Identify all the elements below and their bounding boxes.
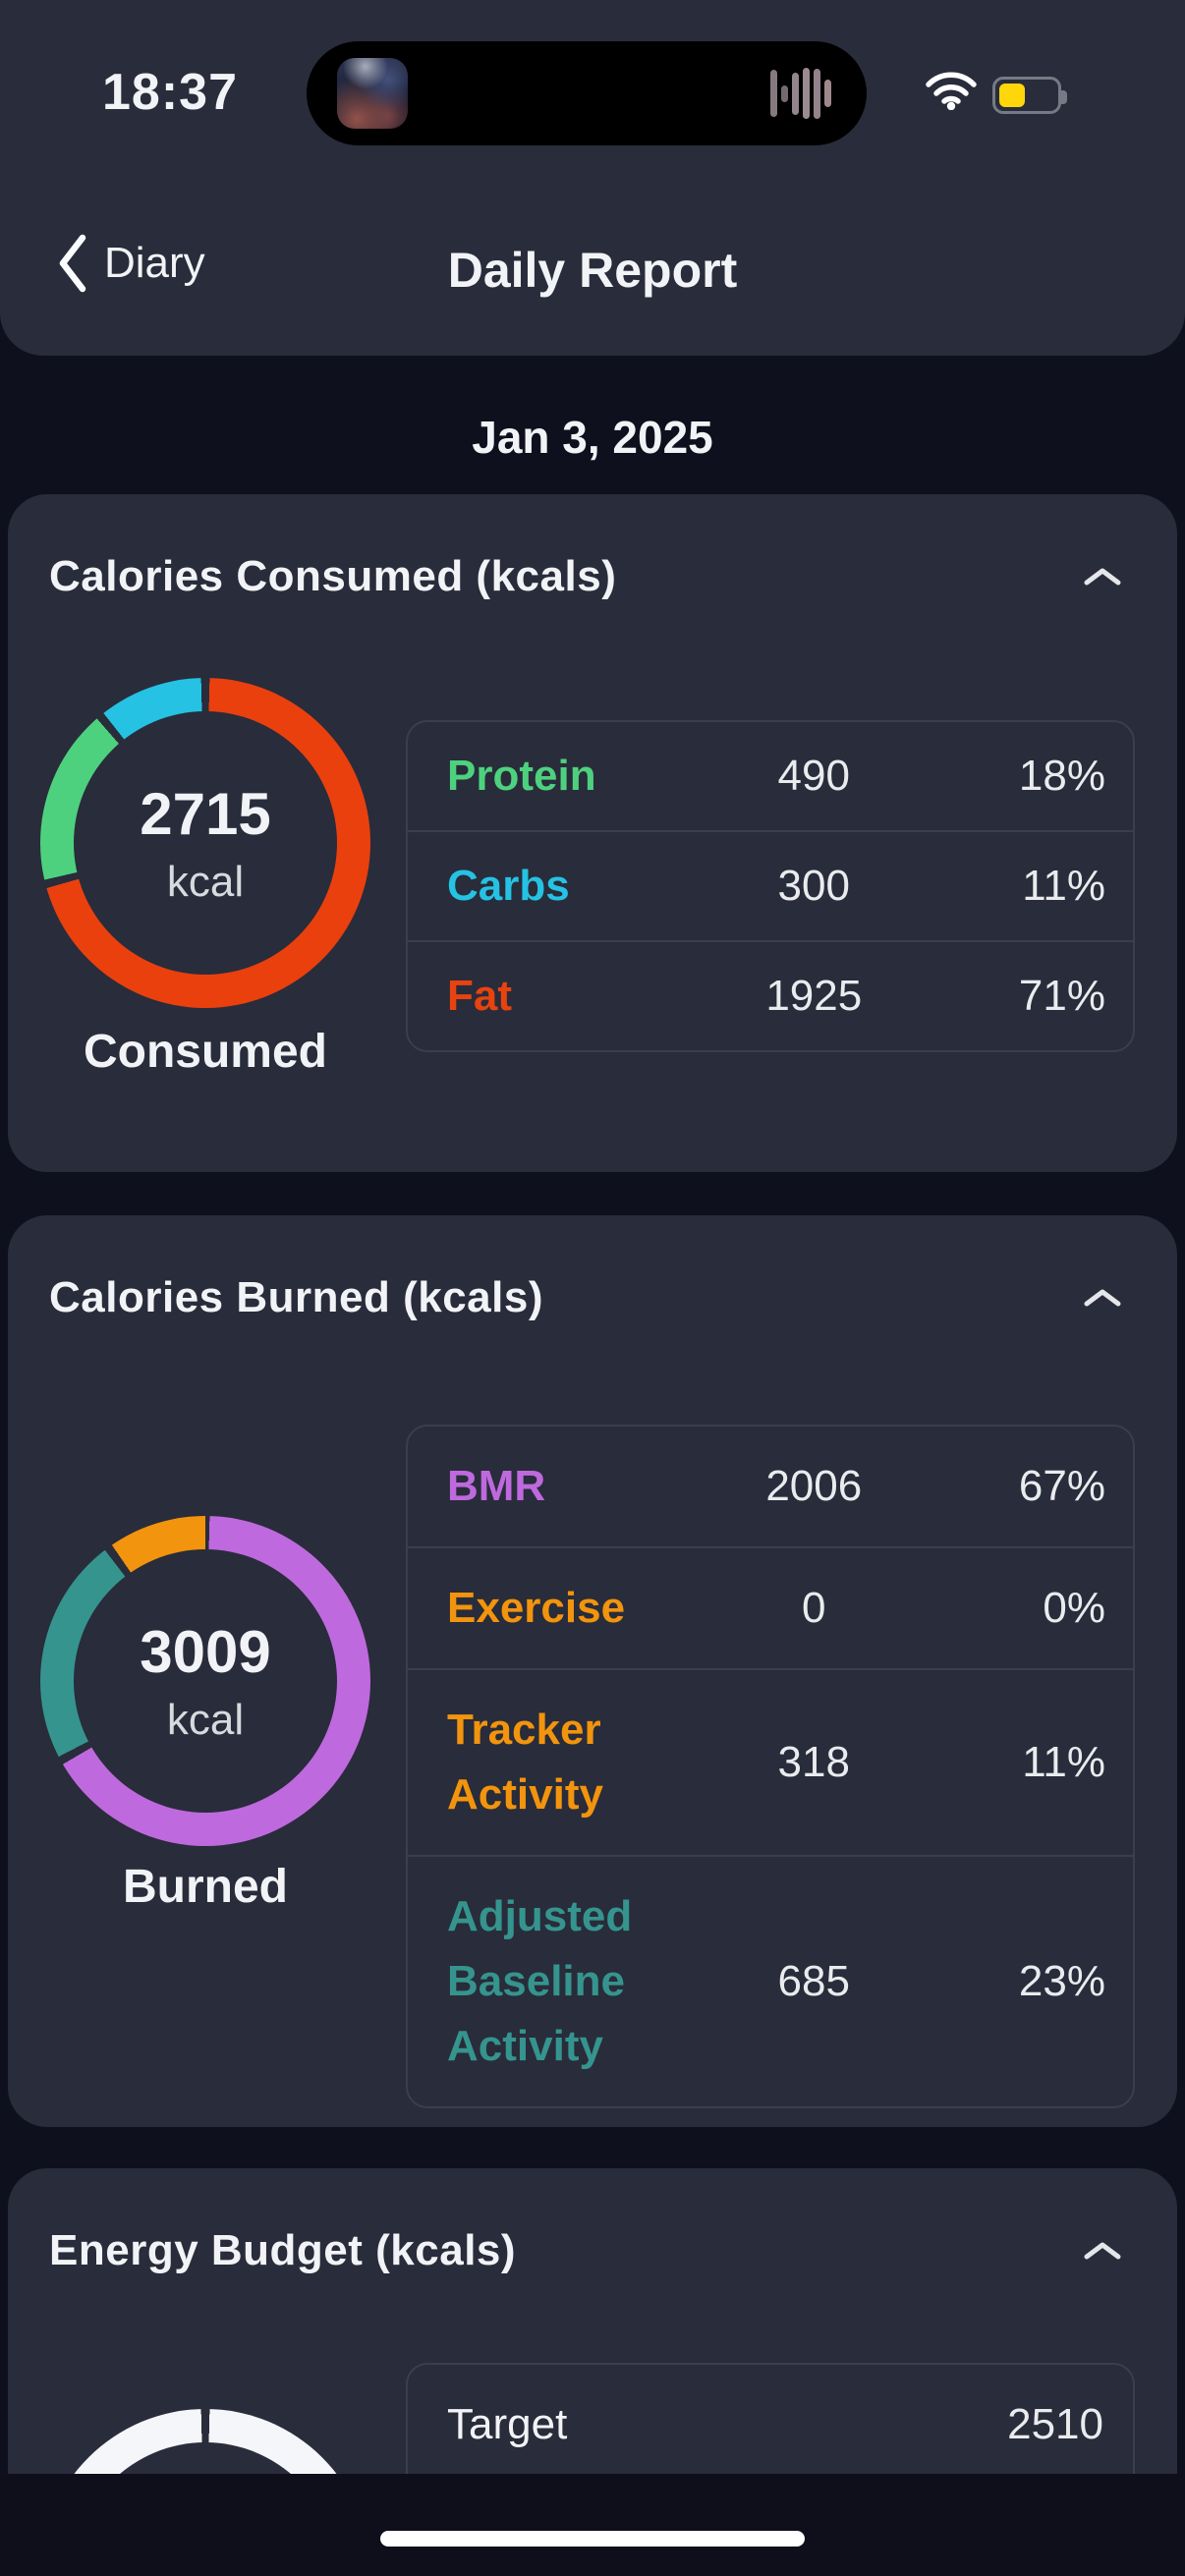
burned-unit: kcal <box>166 1695 245 1744</box>
row-value: 2510 <box>1007 2400 1103 2448</box>
donut-hole <box>74 711 337 975</box>
table-row: Tracker Activity 318 11% <box>408 1668 1133 1855</box>
row-label: Exercise <box>447 1584 626 1632</box>
section-title: Calories Consumed (kcals) <box>49 552 617 600</box>
home-indicator[interactable] <box>380 2531 805 2547</box>
report-date: Jan 3, 2025 <box>472 412 713 463</box>
burned-breakdown-table: BMR 2006 67% Exercise 0 0% Tracker Activity 318… <box>406 1425 1135 2108</box>
row-percent: 18% <box>1018 752 1105 800</box>
row-value: 300 <box>777 862 850 910</box>
row-value: 318 <box>777 1738 850 1786</box>
chevron-left-icon <box>57 234 86 293</box>
table-row: Target 2510 <box>408 2365 1133 2485</box>
status-time: 18:37 <box>102 64 238 121</box>
donut-hole <box>74 1549 337 1813</box>
table-row: Carbs 300 11% <box>408 830 1133 940</box>
section-title: Calories Burned (kcals) <box>49 1273 543 1321</box>
back-label: Diary <box>104 239 205 287</box>
chevron-up-icon[interactable] <box>1083 1287 1122 1309</box>
audio-waveform-icon <box>770 41 855 145</box>
bottom-safe-area <box>0 2474 1185 2576</box>
row-label: Fat <box>447 972 512 1020</box>
burned-donut-chart: 3009 kcal <box>40 1516 370 1846</box>
row-label: Adjusted Baseline Activity <box>447 1892 633 2070</box>
chevron-up-icon[interactable] <box>1083 566 1122 588</box>
macros-table: Protein 490 18% Carbs 300 11% Fat 1925 71% <box>406 720 1135 1052</box>
header-panel: 18:37 Diary <box>0 0 1185 356</box>
burned-total: 3009 <box>140 1618 271 1685</box>
row-percent: 67% <box>1018 1462 1105 1510</box>
consumed-unit: kcal <box>166 857 245 906</box>
consumed-caption: Consumed <box>83 1026 327 1078</box>
row-percent: 0% <box>1043 1584 1105 1632</box>
table-row: BMR 2006 67% <box>408 1427 1133 1546</box>
wifi-icon <box>926 71 977 110</box>
energy-budget-header[interactable]: Energy Budget (kcals) <box>49 2223 1122 2278</box>
calories-burned-card: Calories Burned (kcals) 3009 kcal Burned… <box>8 1215 1177 2127</box>
row-value: 1925 <box>765 972 863 1020</box>
row-value: 0 <box>802 1584 826 1632</box>
battery-level <box>999 84 1025 107</box>
row-percent: 11% <box>1022 862 1105 910</box>
row-label: Protein <box>447 752 596 800</box>
battery-icon <box>992 77 1067 114</box>
calories-consumed-card: Calories Consumed (kcals) 2715 kcal Cons… <box>8 494 1177 1172</box>
table-row: Fat 1925 71% <box>408 940 1133 1050</box>
battery-nub <box>1061 90 1067 104</box>
section-title: Energy Budget (kcals) <box>49 2226 517 2274</box>
row-value: 490 <box>777 752 850 800</box>
consumed-donut-chart: 2715 kcal <box>40 678 370 1008</box>
table-row: Exercise 0 0% <box>408 1546 1133 1668</box>
row-label: BMR <box>447 1462 546 1510</box>
row-percent: 11% <box>1022 1738 1105 1786</box>
page-title: Daily Report <box>447 243 738 298</box>
calories-burned-header[interactable]: Calories Burned (kcals) <box>49 1270 1122 1325</box>
row-value: 2006 <box>765 1462 863 1510</box>
calories-consumed-header[interactable]: Calories Consumed (kcals) <box>49 549 1122 604</box>
burned-caption: Burned <box>123 1861 288 1913</box>
chevron-up-icon[interactable] <box>1083 2240 1122 2262</box>
row-value: 685 <box>777 1957 850 2005</box>
back-button[interactable]: Diary <box>57 234 205 293</box>
row-label: Tracker Activity <box>447 1706 603 1819</box>
dynamic-island[interactable] <box>307 41 867 145</box>
row-label: Target <box>447 2400 568 2448</box>
consumed-total: 2715 <box>140 780 271 847</box>
row-label: Carbs <box>447 862 570 910</box>
row-percent: 23% <box>1018 1957 1105 2005</box>
row-percent: 71% <box>1018 972 1105 1020</box>
table-row: Protein 490 18% <box>408 722 1133 830</box>
album-art <box>337 58 408 129</box>
table-row: Adjusted Baseline Activity 685 23% <box>408 1855 1133 2106</box>
